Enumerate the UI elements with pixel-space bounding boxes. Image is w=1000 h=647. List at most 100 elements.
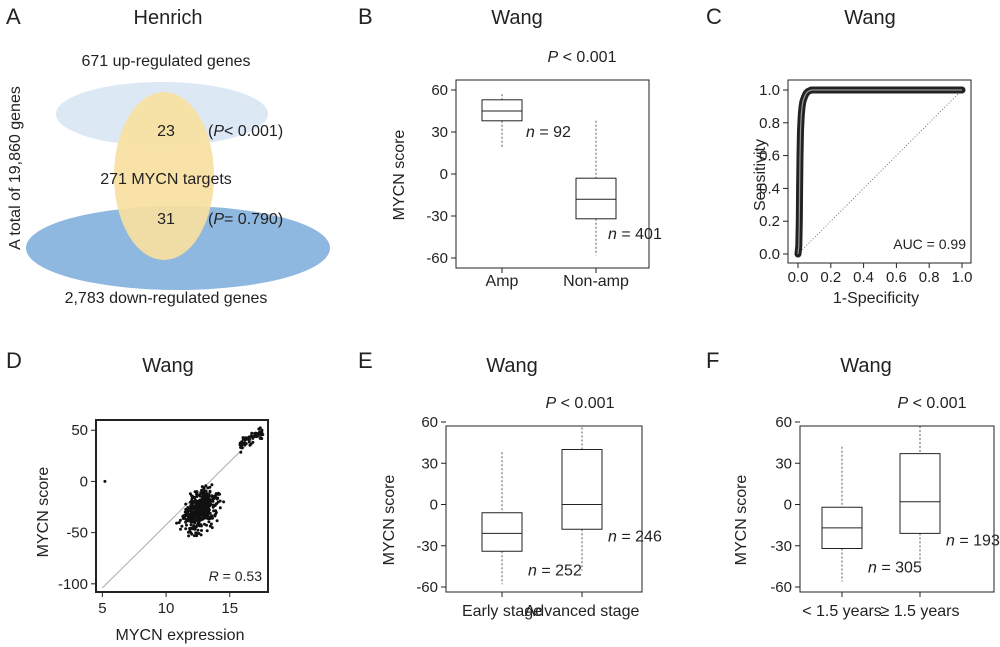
y-tick-label: 0.0 <box>759 246 780 263</box>
scatter-point <box>200 488 204 492</box>
scatter-point <box>186 514 190 518</box>
y-tick-label: 0.8 <box>759 115 780 132</box>
scatter-point <box>184 520 188 524</box>
panel-d-letter: D <box>6 348 22 373</box>
y-tick-label: 0.2 <box>759 213 780 230</box>
scatter-point <box>199 516 203 520</box>
scatter-point <box>197 518 201 522</box>
scatter-point <box>177 521 181 525</box>
y-tick-label: -60 <box>770 579 792 596</box>
scatter-point <box>191 494 195 498</box>
scatter-point <box>195 531 199 535</box>
scatter-point <box>204 489 208 493</box>
scatter-point <box>175 521 179 525</box>
x-tick-label: 0.2 <box>820 269 841 286</box>
panel-a: A Henrich 671 up-regulated genes A total… <box>6 4 330 307</box>
down-regulated-label: 2,783 down-regulated genes <box>65 290 268 307</box>
scatter-point <box>205 492 209 496</box>
panel-c-auc-label: AUC = 0.99 <box>893 236 966 252</box>
box <box>561 449 603 530</box>
panel-d-r-label: R = 0.53 <box>209 568 263 584</box>
y-tick-label: 0 <box>440 166 448 183</box>
panel-f-p-value: P < 0.001 <box>898 395 967 412</box>
scatter-point <box>260 428 264 432</box>
y-tick-label: 1.0 <box>759 82 780 99</box>
scatter-point <box>208 524 212 528</box>
scatter-point <box>207 516 211 520</box>
scatter-point <box>216 491 220 495</box>
y-tick-label: 0 <box>784 497 792 514</box>
scatter-point <box>205 529 209 533</box>
scatter-point <box>180 524 184 528</box>
scatter-point <box>214 502 218 506</box>
category-label: < 1.5 years <box>802 603 882 620</box>
scatter-point <box>250 431 254 435</box>
mycn-targets-ellipse <box>114 92 214 260</box>
scatter-point <box>204 484 208 488</box>
scatter-point <box>189 520 193 524</box>
scatter-point <box>216 500 220 504</box>
scatter-point <box>184 507 188 511</box>
category-label: Advanced stage <box>525 603 640 620</box>
panel-a-title: Henrich <box>134 7 203 29</box>
scatter-point <box>239 446 243 449</box>
scatter-point <box>205 498 209 502</box>
x-tick-label: 0.8 <box>919 269 940 286</box>
panel-b-title: Wang <box>491 7 543 29</box>
y-tick-label: 60 <box>421 414 438 431</box>
scatter-point <box>197 503 201 507</box>
scatter-point <box>206 509 209 513</box>
panel-f: F Wang P < 0.001 MYCN score 60 30 0 -30 -60 <… <box>706 348 1000 620</box>
scatter-point <box>193 500 197 503</box>
scatter-point <box>202 491 206 495</box>
panel-b-p-value: P < 0.001 <box>548 49 617 66</box>
box <box>481 512 523 552</box>
scatter-point <box>186 509 190 513</box>
scatter-point <box>188 527 192 530</box>
panel-e-frame <box>445 425 643 593</box>
panel-b-marks: 60 30 0 -30 -60 Amp n = 92 Non-amp n = 401 <box>426 82 662 290</box>
panel-c-title: Wang <box>844 7 896 29</box>
scatter-point <box>254 435 258 439</box>
scatter-point <box>259 432 263 436</box>
scatter-point <box>259 436 263 440</box>
n-label: n = 401 <box>608 226 662 243</box>
panel-c-frame <box>787 79 972 264</box>
x-tick-label: 5 <box>98 600 106 617</box>
x-tick-label: 0.0 <box>788 269 809 286</box>
y-tick-label: 0.6 <box>759 148 780 165</box>
scatter-point <box>196 516 200 519</box>
scatter-point <box>242 441 246 445</box>
scatter-point <box>192 534 196 538</box>
scatter-point <box>208 511 212 515</box>
scatter-point <box>197 532 201 535</box>
scatter-point <box>198 493 202 497</box>
scatter-point <box>195 495 199 498</box>
scatter-point <box>213 514 217 518</box>
scatter-point <box>202 486 206 490</box>
scatter-point <box>184 527 188 531</box>
total-genes-label: A total of 19,860 genes <box>7 86 24 250</box>
scatter-point <box>199 501 203 505</box>
scatter-point <box>200 529 203 532</box>
y-tick-label: -30 <box>426 208 448 225</box>
scatter-point <box>243 438 247 442</box>
scatter-point <box>206 505 210 509</box>
box <box>575 177 617 220</box>
p-value-up: (P< 0.001) <box>208 123 283 140</box>
mycn-targets-label: 271 MYCN targets <box>100 171 232 188</box>
y-tick-label: 0 <box>430 497 438 514</box>
panel-c-x-axis-label: 1-Specificity <box>833 290 919 307</box>
scatter-point <box>207 495 211 499</box>
scatter-point <box>240 440 244 444</box>
panel-c-letter: C <box>706 4 722 29</box>
scatter-point <box>239 450 243 454</box>
scatter-point <box>207 520 211 524</box>
scatter-point <box>211 516 214 520</box>
scatter-point <box>222 500 226 504</box>
scatter-point <box>207 507 211 511</box>
panel-d-marks: 50 0 -50 -100 5 10 15 <box>58 422 265 617</box>
panel-d-title: Wang <box>142 355 194 377</box>
panel-f-title: Wang <box>840 355 892 377</box>
scatter-point <box>214 492 218 496</box>
